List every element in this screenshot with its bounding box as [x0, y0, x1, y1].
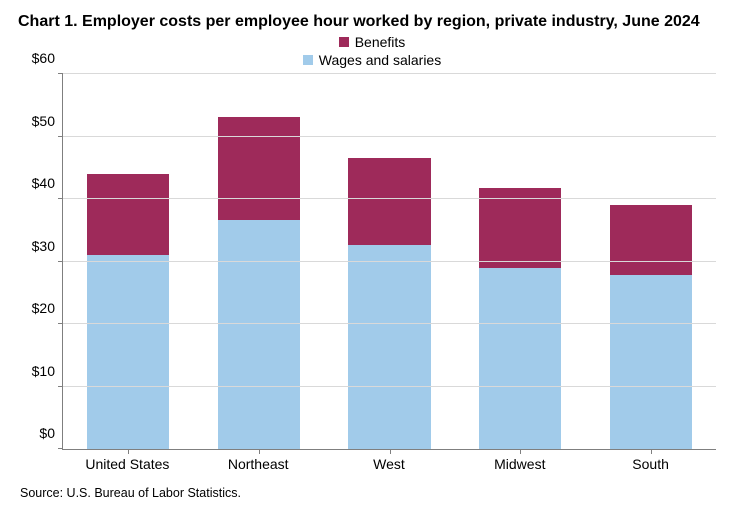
legend-item-wages: Wages and salaries: [303, 52, 441, 68]
xtick-label: South: [585, 456, 716, 472]
legend-label-benefits: Benefits: [355, 34, 406, 50]
ytick-label: $10: [32, 363, 63, 379]
gridline: [63, 386, 716, 387]
bar-segment-wages: [610, 275, 692, 449]
xtick-mark: [390, 449, 391, 454]
legend-swatch-wages: [303, 55, 313, 65]
bar-slot: [324, 74, 455, 449]
xtick-label: West: [324, 456, 455, 472]
xtick-mark: [259, 449, 260, 454]
gridline: [63, 323, 716, 324]
bar-segment-benefits: [218, 117, 300, 220]
ytick-label: $50: [32, 113, 63, 129]
bar-slot: [194, 74, 325, 449]
bar-slot: [455, 74, 586, 449]
bar-segment-benefits: [610, 205, 692, 274]
bar: [610, 205, 692, 449]
bar-segment-wages: [348, 245, 430, 449]
bars-group: [63, 74, 716, 449]
ytick-mark: [58, 448, 63, 449]
ytick-label: $60: [32, 50, 63, 66]
xtick-label: United States: [62, 456, 193, 472]
gridline: [63, 136, 716, 137]
legend-swatch-benefits: [339, 37, 349, 47]
xtick-mark: [651, 449, 652, 454]
x-axis-labels: United StatesNortheastWestMidwestSouth: [62, 456, 716, 472]
plot-area: $0$10$20$30$40$50$60: [62, 74, 716, 450]
xtick-label: Midwest: [454, 456, 585, 472]
legend-label-wages: Wages and salaries: [319, 52, 441, 68]
xtick-mark: [520, 449, 521, 454]
bar-segment-wages: [479, 268, 561, 449]
gridline: [63, 198, 716, 199]
ytick-label: $0: [39, 425, 63, 441]
xtick-label: Northeast: [193, 456, 324, 472]
chart-title: Chart 1. Employer costs per employee hou…: [18, 12, 726, 32]
xtick-mark: [128, 449, 129, 454]
ytick-label: $20: [32, 300, 63, 316]
bar-segment-wages: [87, 255, 169, 449]
ytick-label: $40: [32, 175, 63, 191]
chart-container: Chart 1. Employer costs per employee hou…: [0, 0, 744, 529]
bar-segment-benefits: [87, 174, 169, 255]
ytick-mark: [58, 73, 63, 74]
ytick-mark: [58, 323, 63, 324]
bar-segment-wages: [218, 220, 300, 449]
bar-slot: [63, 74, 194, 449]
bar: [348, 158, 430, 449]
bar-segment-benefits: [479, 188, 561, 268]
bar: [87, 174, 169, 449]
legend: Benefits Wages and salaries: [18, 34, 726, 68]
ytick-mark: [58, 261, 63, 262]
ytick-label: $30: [32, 238, 63, 254]
ytick-mark: [58, 386, 63, 387]
bar: [218, 117, 300, 450]
bar: [479, 188, 561, 449]
bar-slot: [585, 74, 716, 449]
gridline: [63, 73, 716, 74]
bar-segment-benefits: [348, 158, 430, 245]
plot-area-wrap: $0$10$20$30$40$50$60 United StatesNorthe…: [62, 74, 716, 472]
ytick-mark: [58, 136, 63, 137]
gridline: [63, 261, 716, 262]
chart-source: Source: U.S. Bureau of Labor Statistics.: [20, 486, 726, 500]
ytick-mark: [58, 198, 63, 199]
legend-item-benefits: Benefits: [339, 34, 406, 50]
